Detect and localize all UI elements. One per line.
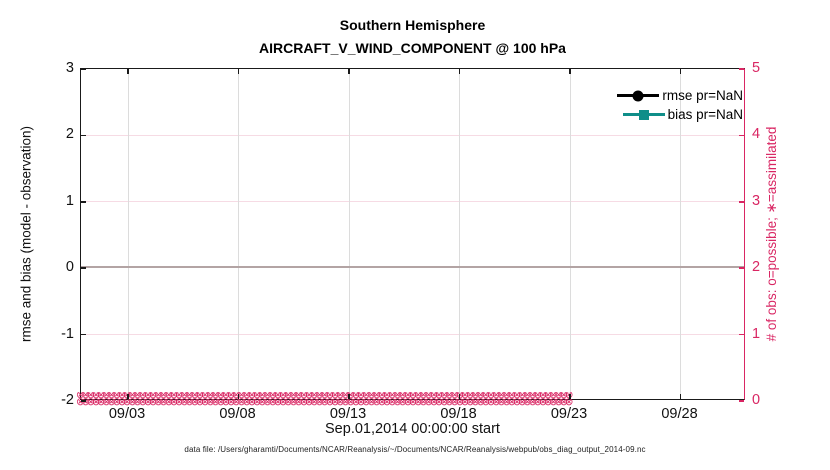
title-line2: AIRCRAFT_V_WIND_COMPONENT @ 100 hPa (259, 40, 566, 56)
x-tick-label: 09/18 (440, 406, 477, 422)
obs-marker-row: ⊗⊗⊗⊗⊗⊗⊗⊗⊗⊗⊗⊗⊗⊗⊗⊗⊗⊗⊗⊗⊗⊗⊗⊗⊗⊗⊗⊗⊗⊗⊗⊗⊗⊗⊗⊗⊗⊗⊗⊗… (76, 396, 573, 408)
axis-tick-mark (127, 394, 129, 399)
right-tick-label: 5 (752, 60, 761, 76)
axis-tick-mark (679, 69, 682, 74)
axis-tick-mark (127, 69, 129, 74)
axis-tick-mark (348, 394, 350, 399)
legend-item: bias pr=NaN (617, 105, 743, 124)
right-tick-label: 1 (752, 325, 761, 342)
axis-tick-mark (739, 201, 744, 203)
left-tick-label: 0 (65, 259, 74, 276)
left-tick-label: 3 (65, 60, 74, 76)
axis-tick-mark (569, 394, 571, 399)
left-axis-label: rmse and bias (model - observation) (18, 125, 34, 343)
legend-item: rmse pr=NaN (617, 86, 743, 105)
right-tick-label: 3 (752, 192, 761, 209)
axis-tick-mark (81, 68, 86, 70)
right-tick-label: 2 (752, 259, 761, 276)
axis-tick-mark (458, 394, 461, 399)
axis-tick-mark (679, 394, 682, 399)
chart-title: Southern Hemisphere AIRCRAFT_V_WIND_COMP… (80, 14, 745, 60)
obs-count-markers: ⊗⊗⊗⊗⊗⊗⊗⊗⊗⊗⊗⊗⊗⊗⊗⊗⊗⊗⊗⊗⊗⊗⊗⊗⊗⊗⊗⊗⊗⊗⊗⊗⊗⊗⊗⊗⊗⊗⊗⊗… (76, 392, 752, 408)
right-axis-label: # of obs: o=possible; ∗=assimilated (764, 126, 779, 342)
axis-tick-mark (81, 333, 86, 336)
axis-tick-mark (569, 69, 571, 74)
x-tick-label: 09/28 (661, 406, 698, 422)
right-tick-label: 0 (752, 392, 761, 408)
x-tick-label: 09/03 (108, 406, 146, 422)
horizontal-gridline (81, 334, 744, 336)
horizontal-gridline (81, 134, 744, 136)
axis-tick-mark (739, 68, 744, 70)
axis-tick-mark (81, 134, 86, 137)
vertical-gridline (127, 69, 129, 399)
horizontal-gridline (81, 201, 744, 203)
obs-marker-row: ⊗⊗⊗⊗⊗⊗⊗⊗⊗⊗⊗⊗⊗⊗⊗⊗⊗⊗⊗⊗⊗⊗⊗⊗⊗⊗⊗⊗⊗⊗⊗⊗⊗⊗⊗⊗⊗⊗⊗⊗… (76, 392, 573, 401)
legend: rmse pr=NaN bias pr=NaN (617, 86, 743, 124)
axis-tick-mark (739, 400, 744, 402)
axis-tick-mark (739, 267, 744, 269)
x-tick-label: 09/23 (550, 406, 588, 422)
axis-tick-mark (348, 69, 350, 74)
square-marker-icon (638, 109, 649, 120)
left-tick-label: -1 (61, 325, 74, 342)
axis-tick-mark (237, 394, 240, 399)
axis-tick-mark (458, 69, 461, 74)
vertical-gridline (680, 69, 681, 399)
data-file-caption: data file: /Users/gharamti/Documents/NCA… (184, 445, 646, 454)
left-tick-label: 1 (65, 192, 74, 209)
axis-tick-mark (81, 400, 86, 402)
circle-marker-icon (632, 90, 644, 101)
left-tick-label: -2 (61, 392, 74, 408)
plot-area: ⊗⊗⊗⊗⊗⊗⊗⊗⊗⊗⊗⊗⊗⊗⊗⊗⊗⊗⊗⊗⊗⊗⊗⊗⊗⊗⊗⊗⊗⊗⊗⊗⊗⊗⊗⊗⊗⊗⊗⊗… (76, 68, 745, 407)
zero-reference-line (81, 266, 744, 269)
legend-line (617, 90, 660, 101)
right-tick-label: 4 (752, 126, 761, 143)
axis-tick-mark (81, 267, 86, 269)
legend-label: rmse pr=NaN (662, 88, 743, 103)
vertical-gridline (348, 69, 350, 399)
axis-tick-mark (81, 201, 86, 203)
x-tick-label: 09/13 (329, 406, 367, 422)
x-axis-title: Sep.01,2014 00:00:00 start (325, 421, 500, 437)
legend-line (622, 109, 665, 120)
title-line1: Southern Hemisphere (339, 17, 486, 33)
left-tick-label: 2 (65, 126, 74, 143)
vertical-gridline (569, 69, 571, 399)
x-tick-label: 09/08 (219, 406, 256, 422)
axis-tick-mark (739, 333, 744, 336)
axis-tick-mark (237, 69, 240, 74)
vertical-gridline (238, 69, 239, 399)
legend-label: bias pr=NaN (667, 107, 743, 122)
axis-tick-mark (739, 134, 744, 137)
vertical-gridline (459, 69, 460, 399)
